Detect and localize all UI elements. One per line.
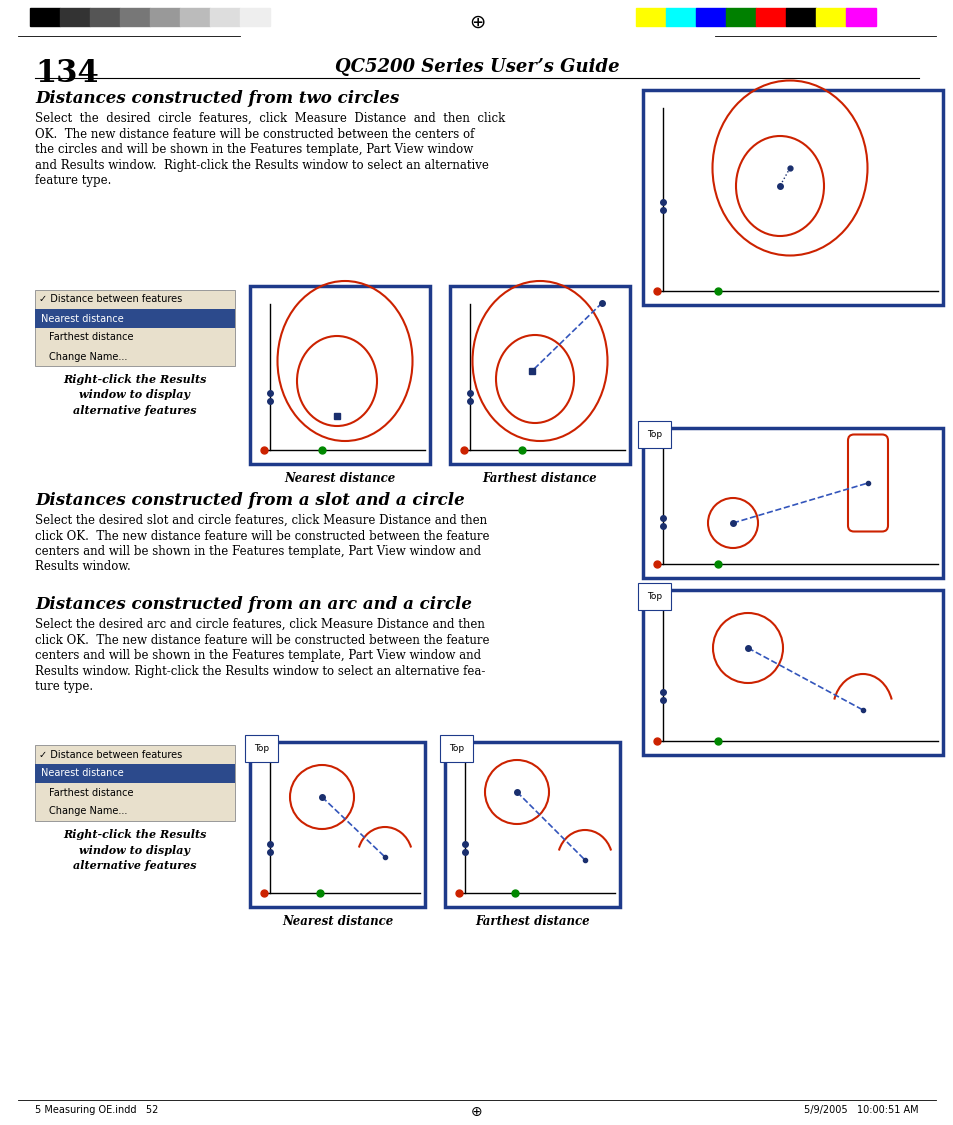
Text: Select the desired arc and circle features, click Measure Distance and then: Select the desired arc and circle featur… [35, 618, 484, 631]
Bar [785, 8, 815, 26]
Text: Results window.: Results window. [35, 560, 131, 574]
Text: feature type.: feature type. [35, 174, 112, 187]
Bar [240, 8, 270, 26]
Bar [30, 8, 60, 26]
Bar [642, 90, 942, 305]
Text: Nearest distance: Nearest distance [41, 314, 124, 324]
Text: Change Name...: Change Name... [49, 351, 128, 361]
Text: ture type.: ture type. [35, 680, 93, 693]
Bar [35, 309, 234, 328]
Text: Farthest distance: Farthest distance [482, 472, 597, 485]
Bar [444, 742, 619, 907]
Bar [60, 8, 90, 26]
Bar [725, 8, 755, 26]
Bar [636, 8, 665, 26]
Bar [845, 8, 875, 26]
Text: Select  the  desired  circle  features,  click  Measure  Distance  and  then  cl: Select the desired circle features, clic… [35, 112, 505, 125]
Text: Nearest distance: Nearest distance [281, 915, 393, 928]
Text: click OK.  The new distance feature will be constructed between the feature: click OK. The new distance feature will … [35, 530, 489, 542]
Text: Nearest distance: Nearest distance [41, 768, 124, 778]
Text: Top: Top [646, 592, 661, 601]
Bar [696, 8, 725, 26]
Bar [120, 8, 150, 26]
Text: centers and will be shown in the Features template, Part View window and: centers and will be shown in the Feature… [35, 544, 480, 558]
Bar [35, 290, 234, 366]
Text: Right-click the Results
window to display
alternative features: Right-click the Results window to displa… [63, 374, 207, 416]
Text: Top: Top [253, 744, 269, 753]
Text: the circles and will be shown in the Features template, Part View window: the circles and will be shown in the Fea… [35, 143, 473, 156]
Bar [35, 745, 234, 821]
Text: ✓ Distance between features: ✓ Distance between features [39, 295, 182, 305]
Text: ⊕: ⊕ [468, 12, 485, 32]
Text: click OK.  The new distance feature will be constructed between the feature: click OK. The new distance feature will … [35, 633, 489, 647]
Bar [250, 742, 424, 907]
Bar [90, 8, 120, 26]
Text: Distances constructed from two circles: Distances constructed from two circles [35, 90, 399, 107]
Text: Right-click the Results
window to display
alternative features: Right-click the Results window to displa… [63, 829, 207, 871]
Bar [450, 286, 629, 464]
Bar [250, 286, 430, 464]
Bar [642, 590, 942, 755]
Bar [815, 8, 845, 26]
Text: Change Name...: Change Name... [49, 807, 128, 817]
Text: OK.  The new distance feature will be constructed between the centers of: OK. The new distance feature will be con… [35, 127, 474, 141]
Text: Distances constructed from an arc and a circle: Distances constructed from an arc and a … [35, 596, 472, 613]
Bar [180, 8, 210, 26]
Bar [150, 8, 180, 26]
Text: Top: Top [449, 744, 464, 753]
Text: Results window. Right-click the Results window to select an alternative fea-: Results window. Right-click the Results … [35, 665, 485, 677]
Text: Top: Top [646, 430, 661, 439]
Text: 134: 134 [35, 58, 99, 89]
Text: Farthest distance: Farthest distance [49, 788, 133, 798]
Text: Farthest distance: Farthest distance [475, 915, 589, 928]
Text: centers and will be shown in the Features template, Part View window and: centers and will be shown in the Feature… [35, 649, 480, 662]
Text: Farthest distance: Farthest distance [49, 333, 133, 342]
Text: ⊕: ⊕ [471, 1105, 482, 1119]
Bar [665, 8, 696, 26]
Text: Nearest distance: Nearest distance [284, 472, 395, 485]
Bar [210, 8, 240, 26]
Bar [642, 428, 942, 578]
Text: 5 Measuring OE.indd   52: 5 Measuring OE.indd 52 [35, 1105, 158, 1115]
Text: Select the desired slot and circle features, click Measure Distance and then: Select the desired slot and circle featu… [35, 514, 487, 526]
Bar [755, 8, 785, 26]
Text: QC5200 Series User’s Guide: QC5200 Series User’s Guide [335, 58, 618, 76]
Text: 5/9/2005   10:00:51 AM: 5/9/2005 10:00:51 AM [803, 1105, 918, 1115]
Text: Distances constructed from a slot and a circle: Distances constructed from a slot and a … [35, 492, 464, 508]
Text: and Results window.  Right-click the Results window to select an alternative: and Results window. Right-click the Resu… [35, 159, 488, 171]
Text: ✓ Distance between features: ✓ Distance between features [39, 749, 182, 759]
Bar [35, 764, 234, 783]
